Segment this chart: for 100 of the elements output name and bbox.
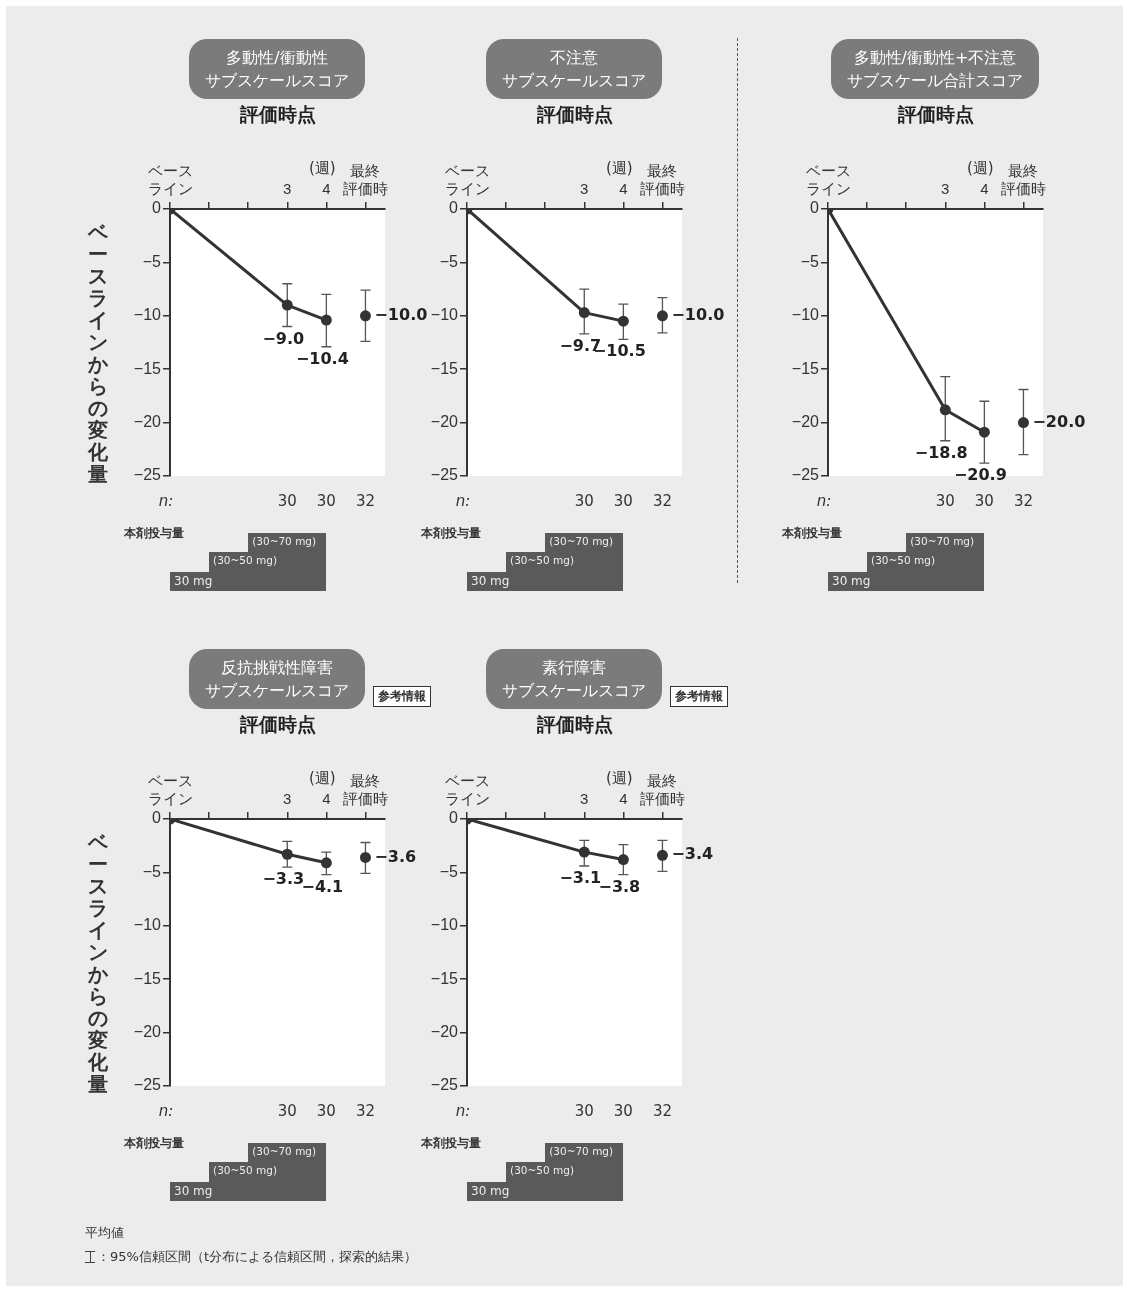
y-tick-label: 0 bbox=[810, 199, 820, 217]
chart-title: 多動性/衝動性 bbox=[225, 47, 329, 69]
text: n: bbox=[158, 491, 174, 510]
x-tick-label: 3 bbox=[283, 180, 292, 198]
text: 30 bbox=[277, 1101, 297, 1120]
y-tick-label: −25 bbox=[430, 1076, 459, 1094]
x-tick-label: 3 bbox=[580, 790, 589, 808]
text: 32 bbox=[652, 491, 672, 510]
text: (週) bbox=[309, 768, 336, 787]
x-tick-label: 最終評価時 bbox=[639, 772, 685, 808]
text: 30 bbox=[316, 491, 336, 510]
text: 30 bbox=[613, 491, 633, 510]
text: 30 bbox=[613, 1101, 633, 1120]
text: 30 bbox=[935, 491, 955, 510]
y-tick-label: −10 bbox=[791, 306, 820, 324]
text: 30 bbox=[316, 1101, 336, 1120]
y-tick-label: −20 bbox=[430, 413, 459, 431]
text: ベースラインからの変化量 bbox=[88, 220, 108, 486]
x-tick-label: ベースライン bbox=[147, 772, 193, 808]
text: ベースラインからの変化量 bbox=[88, 830, 108, 1096]
text: 30 bbox=[574, 1101, 594, 1120]
text: n: bbox=[455, 491, 471, 510]
y-tick-label: −20 bbox=[133, 413, 162, 431]
chart-title: 反抗挑戦性障害 bbox=[220, 657, 334, 679]
x-tick-label: 4 bbox=[322, 790, 331, 808]
text: n: bbox=[455, 1101, 471, 1120]
text: 参考情報 bbox=[373, 686, 431, 707]
text: 32 bbox=[355, 491, 375, 510]
text: 30 bbox=[974, 491, 994, 510]
point bbox=[1017, 417, 1029, 429]
point bbox=[320, 314, 332, 326]
y-tick-label: −10 bbox=[430, 306, 459, 324]
data-label: −18.8 bbox=[914, 442, 968, 462]
x-tick-label: ベースライン bbox=[805, 162, 851, 198]
y-tick-label: −15 bbox=[430, 359, 459, 377]
y-tick-label: 0 bbox=[152, 199, 162, 217]
chart-subtitle: サブスケールスコア bbox=[502, 680, 646, 702]
point bbox=[281, 299, 293, 311]
x-axis-title: 評価時点 bbox=[896, 103, 974, 125]
point bbox=[939, 404, 951, 416]
text: 参考情報 bbox=[670, 686, 728, 707]
text: 32 bbox=[1013, 491, 1033, 510]
point bbox=[617, 315, 629, 327]
chart-subtitle: サブスケール合計スコア bbox=[847, 70, 1023, 92]
y-tick-label: −20 bbox=[791, 413, 820, 431]
x-tick-label: 4 bbox=[619, 180, 628, 198]
y-tick-label: −15 bbox=[133, 969, 162, 987]
chart-title: 多動性/衝動性+不注意 bbox=[852, 47, 1018, 69]
chart-title: 不注意 bbox=[549, 47, 599, 69]
text: 30 bbox=[277, 491, 297, 510]
y-tick-label: −5 bbox=[800, 252, 820, 270]
y-tick-label: −10 bbox=[133, 306, 162, 324]
y-tick-label: −15 bbox=[133, 359, 162, 377]
x-tick-label: 4 bbox=[322, 180, 331, 198]
x-tick-label: ベースライン bbox=[444, 162, 490, 198]
y-tick-label: −20 bbox=[430, 1023, 459, 1041]
x-tick-label: 最終評価時 bbox=[1000, 162, 1046, 198]
y-tick-label: −5 bbox=[439, 862, 459, 880]
point bbox=[578, 307, 590, 319]
data-label: −20.9 bbox=[953, 465, 1007, 485]
x-tick-label: 4 bbox=[619, 790, 628, 808]
text: n: bbox=[158, 1101, 174, 1120]
x-tick-label: 最終評価時 bbox=[342, 162, 388, 198]
data-label: −10.4 bbox=[295, 348, 349, 368]
y-tick-label: −25 bbox=[430, 466, 459, 484]
y-tick-label: −10 bbox=[430, 916, 459, 934]
x-axis-title: 評価時点 bbox=[238, 713, 316, 735]
chart-subtitle: サブスケールスコア bbox=[205, 680, 349, 702]
y-tick-label: −5 bbox=[439, 252, 459, 270]
x-tick-label: 最終評価時 bbox=[639, 162, 685, 198]
x-tick-label: 3 bbox=[283, 790, 292, 808]
text: (週) bbox=[967, 158, 994, 177]
y-tick-label: −5 bbox=[142, 252, 162, 270]
x-tick-label: 3 bbox=[941, 180, 950, 198]
x-axis-title: 評価時点 bbox=[238, 103, 316, 125]
data-label: −10.0 bbox=[671, 304, 725, 324]
text: 32 bbox=[652, 1101, 672, 1120]
y-tick-label: 0 bbox=[449, 199, 459, 217]
text: (週) bbox=[606, 768, 633, 787]
data-label: −9.0 bbox=[262, 328, 305, 348]
x-tick-label: 最終評価時 bbox=[342, 772, 388, 808]
point bbox=[978, 426, 990, 438]
y-tick-label: −10 bbox=[133, 916, 162, 934]
y-tick-label: −5 bbox=[142, 862, 162, 880]
data-label: −3.6 bbox=[374, 846, 417, 866]
x-axis-title: 評価時点 bbox=[535, 103, 613, 125]
y-tick-label: 0 bbox=[152, 809, 162, 827]
chart-subtitle: サブスケールスコア bbox=[205, 70, 349, 92]
point bbox=[656, 310, 668, 322]
data-label: −10.0 bbox=[374, 304, 428, 324]
y-tick-label: −25 bbox=[133, 466, 162, 484]
text: (週) bbox=[309, 158, 336, 177]
data-label: −3.4 bbox=[671, 844, 714, 864]
y-tick-label: −20 bbox=[133, 1023, 162, 1041]
x-tick-label: 4 bbox=[980, 180, 989, 198]
chart-subtitle: サブスケールスコア bbox=[502, 70, 646, 92]
data-label: −20.0 bbox=[1032, 411, 1086, 431]
text: ：95%信頼区間（t分布による信頼区間，探索的結果） bbox=[97, 1248, 417, 1266]
chart-title: 素行障害 bbox=[541, 657, 607, 679]
text: 30 bbox=[574, 491, 594, 510]
